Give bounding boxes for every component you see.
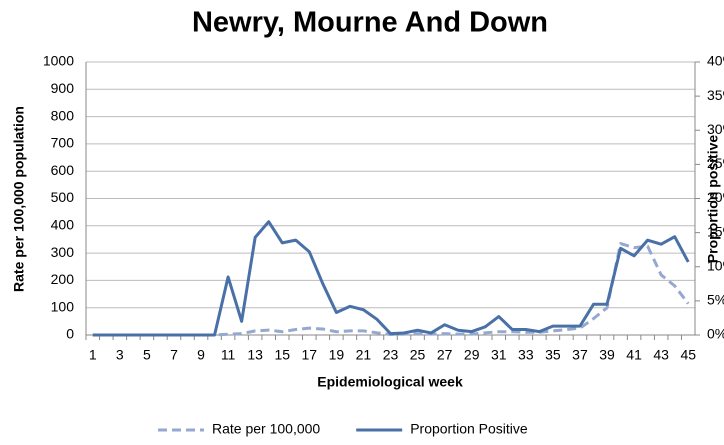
- x-axis-label: Epidemiological week: [317, 374, 463, 390]
- y-tick-label: 200: [51, 271, 75, 287]
- y2-tick-label: 5%: [707, 292, 724, 308]
- y2-tick-label: 35%: [707, 87, 724, 103]
- x-tick-label: 7: [170, 347, 178, 363]
- x-tick-label: 31: [491, 347, 507, 363]
- y2-tick-label: 30%: [707, 121, 724, 137]
- x-tick-label: 23: [383, 347, 399, 363]
- y2-tick-label: 10%: [707, 257, 724, 273]
- x-tick-label: 9: [197, 347, 205, 363]
- series-line: [92, 220, 690, 337]
- y-tick-label: 0: [66, 326, 74, 342]
- x-tick-label: 17: [302, 347, 318, 363]
- y-tick-label: 500: [51, 189, 75, 205]
- x-tick-label: 3: [116, 347, 124, 363]
- y2-axis-label: Proportion positive: [705, 135, 721, 264]
- y-tick-label: 400: [51, 217, 75, 233]
- legend-label: Proportion Positive: [410, 421, 528, 437]
- x-tick-label: 5: [143, 347, 151, 363]
- x-tick-label: 29: [464, 347, 480, 363]
- x-tick-label: 1: [89, 347, 97, 363]
- x-tick-label: 39: [599, 347, 615, 363]
- y2-tick-label: 20%: [707, 189, 724, 205]
- x-tick-label: 45: [680, 347, 696, 363]
- x-tick-label: 35: [545, 347, 561, 363]
- y2-tick-label: 25%: [707, 155, 724, 171]
- y2-tick-label: 0%: [707, 326, 724, 342]
- x-tick-label: 41: [626, 347, 642, 363]
- x-tick-label: 11: [221, 347, 236, 363]
- y-tick-label: 300: [51, 244, 75, 260]
- y-tick-label: 700: [51, 135, 75, 151]
- y-axis-label: Rate per 100,000 population: [11, 106, 27, 292]
- y2-tick-label: 40%: [707, 53, 724, 69]
- x-tick-label: 15: [274, 347, 290, 363]
- series-line: [92, 242, 690, 337]
- y-tick-label: 1000: [43, 53, 74, 69]
- y2-tick-label: 15%: [707, 223, 724, 239]
- legend-label: Rate per 100,000: [212, 421, 320, 437]
- y-tick-label: 600: [51, 162, 75, 178]
- x-tick-label: 37: [572, 347, 588, 363]
- x-tick-label: 33: [518, 347, 534, 363]
- chart-title: Newry, Mourne And Down: [192, 7, 548, 39]
- y-tick-label: 800: [51, 107, 75, 123]
- x-tick-label: 25: [410, 347, 426, 363]
- x-tick-label: 27: [437, 347, 453, 363]
- y-tick-label: 100: [51, 298, 75, 314]
- x-tick-label: 13: [247, 347, 263, 363]
- x-tick-label: 43: [653, 347, 669, 363]
- x-tick-label: 21: [356, 347, 372, 363]
- x-tick-label: 19: [329, 347, 345, 363]
- y-tick-label: 900: [51, 80, 75, 96]
